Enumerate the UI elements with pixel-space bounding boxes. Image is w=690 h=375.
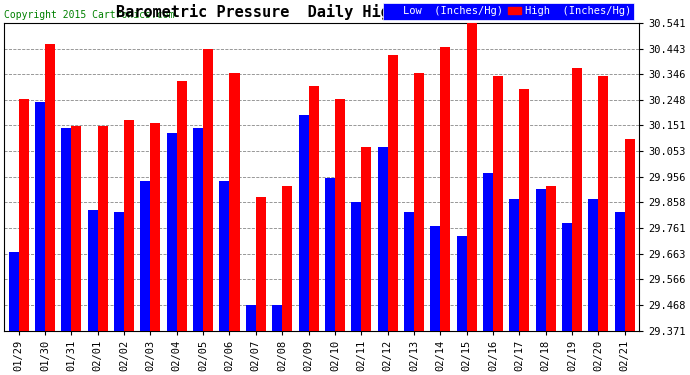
Bar	[35, 102, 45, 330]
Bar	[535, 189, 546, 330]
Bar	[431, 226, 440, 330]
Bar	[246, 304, 256, 330]
Bar	[440, 46, 451, 330]
Text: Copyright 2015 Cartronics.com: Copyright 2015 Cartronics.com	[4, 10, 175, 20]
Bar	[256, 196, 266, 330]
Bar	[193, 128, 203, 330]
Bar	[325, 178, 335, 330]
Bar	[61, 128, 71, 330]
Bar	[19, 99, 29, 330]
Bar	[546, 186, 555, 330]
Bar	[88, 210, 98, 330]
Bar	[299, 115, 308, 330]
Title: Barometric Pressure  Daily High/Low  20150222: Barometric Pressure Daily High/Low 20150…	[117, 4, 527, 20]
Bar	[466, 23, 477, 330]
Bar	[388, 54, 397, 330]
Bar	[9, 252, 19, 330]
Bar	[598, 76, 609, 330]
Bar	[493, 76, 503, 330]
Bar	[98, 126, 108, 330]
Bar	[272, 304, 282, 330]
Bar	[457, 236, 466, 330]
Bar	[362, 147, 371, 330]
Bar	[230, 73, 239, 330]
Bar	[483, 173, 493, 330]
Bar	[404, 212, 414, 330]
Bar	[308, 86, 319, 330]
Bar	[45, 44, 55, 330]
Bar	[335, 99, 345, 330]
Bar	[203, 49, 213, 330]
Bar	[141, 181, 150, 330]
Bar	[167, 134, 177, 330]
Bar	[124, 120, 134, 330]
Bar	[71, 126, 81, 330]
Bar	[177, 81, 187, 330]
Bar	[150, 123, 161, 330]
Bar	[282, 186, 293, 330]
Bar	[589, 199, 598, 330]
Bar	[219, 181, 230, 330]
Bar	[114, 212, 124, 330]
Bar	[562, 223, 572, 330]
Bar	[351, 202, 362, 330]
Bar	[414, 73, 424, 330]
Bar	[615, 212, 625, 330]
Bar	[520, 89, 529, 330]
Bar	[509, 199, 520, 330]
Legend: Low  (Inches/Hg), High  (Inches/Hg): Low (Inches/Hg), High (Inches/Hg)	[383, 3, 634, 20]
Bar	[377, 147, 388, 330]
Bar	[625, 139, 635, 330]
Bar	[572, 68, 582, 330]
